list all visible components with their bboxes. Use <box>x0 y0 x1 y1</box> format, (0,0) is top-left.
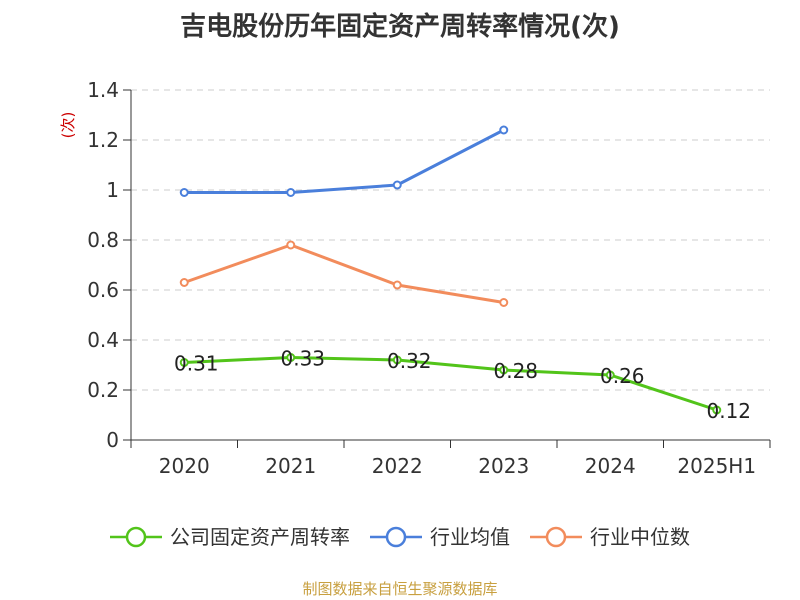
series-line-1 <box>184 128 505 194</box>
series-line-0 <box>184 356 718 412</box>
data-point[interactable] <box>499 298 509 307</box>
data-point[interactable] <box>286 353 296 362</box>
legend-item-0[interactable]: 公司固定资产周转率 <box>110 525 350 549</box>
data-label: 0.12 <box>706 399 751 423</box>
y-axis-label: (次) <box>59 112 77 139</box>
data-label: 0.31 <box>174 352 219 376</box>
y-tick-label: 0.2 <box>87 378 119 402</box>
data-point[interactable] <box>392 280 402 290</box>
legend-marker <box>545 526 567 548</box>
x-tick-label: 2025H1 <box>677 454 756 478</box>
y-axis-ticks: 0 0.2 0.4 0.6 0.8 1 1.2 1.4 <box>87 78 131 452</box>
x-tick-label: 2022 <box>372 454 423 478</box>
legend[interactable]: 公司固定资产周转率 行业均值 行业中位数 <box>110 525 690 549</box>
data-point[interactable] <box>499 365 509 375</box>
data-point[interactable] <box>392 180 402 190</box>
source-note: 制图数据来自恒生聚源数据库 <box>302 580 497 598</box>
series-lines <box>179 125 722 415</box>
x-axis-ticks: 2020 2021 2022 2023 2024 2025H1 <box>130 440 771 478</box>
legend-label: 行业均值 <box>430 525 510 549</box>
legend-label: 行业中位数 <box>590 525 690 549</box>
y-tick-label: 0.6 <box>87 278 119 302</box>
y-tick-label: 0.4 <box>87 328 119 352</box>
gridlines <box>131 89 770 391</box>
x-tick-label: 2023 <box>478 454 529 478</box>
legend-marker <box>125 526 147 548</box>
data-point[interactable] <box>179 278 189 287</box>
y-tick-label: 1 <box>106 178 119 202</box>
data-point[interactable] <box>286 240 296 250</box>
data-point[interactable] <box>499 125 509 135</box>
x-tick-label: 2020 <box>159 454 210 478</box>
chart-title: 吉电股份历年固定资产周转率情况(次) <box>180 11 620 42</box>
y-tick-label: 1.4 <box>87 78 119 102</box>
y-tick-label: 0 <box>106 428 119 452</box>
data-point[interactable] <box>605 370 615 380</box>
data-point[interactable] <box>179 358 189 367</box>
data-point[interactable] <box>712 405 722 415</box>
y-tick-label: 1.2 <box>87 128 119 152</box>
data-point[interactable] <box>392 355 402 365</box>
axes <box>130 90 770 441</box>
x-tick-label: 2021 <box>265 454 316 478</box>
y-tick-label: 0.8 <box>87 228 119 252</box>
legend-item-1[interactable]: 行业均值 <box>370 525 510 549</box>
data-labels: 0.31 0.33 0.32 0.28 0.26 0.12 <box>174 347 751 424</box>
x-tick-label: 2024 <box>585 454 636 478</box>
data-point[interactable] <box>179 188 189 197</box>
data-point[interactable] <box>286 188 296 197</box>
data-label: 0.28 <box>493 359 538 383</box>
data-label: 0.32 <box>387 349 432 373</box>
legend-item-2[interactable]: 行业中位数 <box>530 525 690 549</box>
series-line-2 <box>183 243 504 304</box>
data-label: 0.26 <box>600 364 645 388</box>
data-label: 0.33 <box>280 347 325 371</box>
legend-marker <box>385 526 407 548</box>
legend-label: 公司固定资产周转率 <box>170 525 350 549</box>
